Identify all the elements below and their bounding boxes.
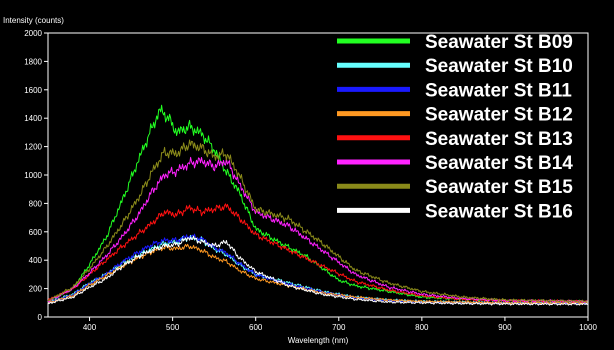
legend-label: Seawater St B10 [425,56,573,77]
y-tick-label: 600 [29,228,43,237]
x-axis-label: Wavelength (nm) [288,336,349,345]
legend-label: Seawater St B09 [425,32,573,53]
legend-label: Seawater St B16 [425,201,573,222]
y-axis-label: Intensity (counts) [3,16,64,25]
series-line-seawater-st-b16 [47,235,588,306]
series-line-seawater-st-b14 [47,156,588,303]
legend-label: Seawater St B12 [425,105,573,126]
legend-label: Seawater St B13 [425,129,573,150]
x-tick-label: 700 [332,323,346,332]
series-line-seawater-st-b15 [47,139,588,303]
legend-label: Seawater St B14 [425,153,573,174]
x-tick-label: 1000 [579,323,597,332]
y-tick-label: 1800 [24,57,42,66]
x-tick-label: 800 [415,323,429,332]
legend-label: Seawater St B15 [425,177,573,198]
legend: Seawater St B09 Seawater St B10 Seawater S… [337,32,573,222]
x-axis-ticks: 400 500 600 700 800 900 1000 [83,317,597,332]
y-tick-label: 0 [38,313,43,322]
x-tick-label: 900 [498,323,512,332]
y-tick-label: 1600 [24,86,42,95]
x-tick-label: 500 [166,323,180,332]
x-tick-label: 600 [249,323,263,332]
y-tick-label: 400 [29,256,43,265]
y-axis-ticks: 0 200 400 600 800 1000 1200 1400 1600 1800 2000 [24,29,48,322]
legend-label: Seawater St B11 [425,80,572,101]
y-tick-label: 1400 [24,114,42,123]
y-tick-label: 200 [29,285,43,294]
y-tick-label: 2000 [24,29,42,38]
y-tick-label: 1200 [24,143,42,152]
y-tick-label: 1000 [24,171,42,180]
y-tick-label: 800 [29,199,43,208]
x-tick-label: 400 [83,323,97,332]
series-line-seawater-st-b12 [47,243,588,305]
series-layer [47,104,588,306]
